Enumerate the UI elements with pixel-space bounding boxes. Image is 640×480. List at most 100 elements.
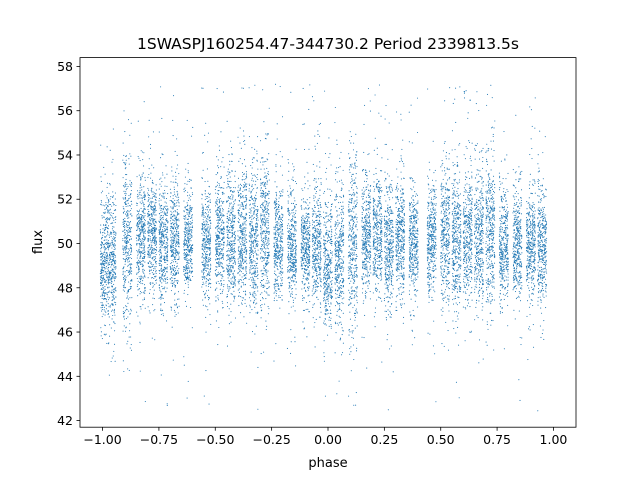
data-point — [249, 184, 250, 185]
data-point — [152, 234, 153, 235]
data-point — [264, 172, 265, 173]
data-point — [230, 261, 231, 262]
data-point — [202, 253, 203, 254]
data-point — [166, 202, 167, 203]
data-point — [112, 357, 113, 358]
data-point — [265, 241, 266, 242]
data-point — [148, 205, 149, 206]
data-point — [228, 267, 229, 268]
data-point — [218, 327, 219, 328]
data-point — [159, 198, 160, 199]
data-point — [101, 283, 102, 284]
data-point — [216, 226, 217, 227]
data-point — [242, 248, 243, 249]
data-point — [151, 245, 152, 246]
data-point — [189, 250, 190, 251]
data-point — [251, 215, 252, 216]
data-point — [257, 213, 258, 214]
data-point — [103, 288, 104, 289]
data-point — [189, 277, 190, 278]
data-point — [140, 253, 141, 254]
data-point — [238, 259, 239, 260]
data-point — [164, 302, 165, 303]
data-point — [113, 296, 114, 297]
data-point — [100, 273, 101, 274]
data-point — [148, 211, 149, 212]
data-point — [241, 246, 242, 247]
data-point — [106, 252, 107, 253]
data-point — [123, 208, 124, 209]
data-point — [160, 210, 161, 211]
data-point — [101, 305, 102, 306]
data-point — [113, 284, 114, 285]
data-point — [107, 256, 108, 257]
data-point — [239, 263, 240, 264]
data-point — [205, 256, 206, 257]
data-point — [160, 246, 161, 247]
data-point — [267, 212, 268, 213]
data-point — [149, 219, 150, 220]
data-point — [254, 203, 255, 204]
data-point — [151, 250, 152, 251]
data-point — [220, 198, 221, 199]
data-point — [156, 184, 157, 185]
data-point — [152, 247, 153, 248]
data-point — [208, 207, 209, 208]
data-point — [229, 288, 230, 289]
data-point — [101, 247, 102, 248]
data-point — [104, 314, 105, 315]
data-point — [175, 151, 176, 152]
data-point — [186, 230, 187, 231]
data-point — [167, 240, 168, 241]
data-point — [227, 265, 228, 266]
data-point — [229, 261, 230, 262]
data-point — [249, 188, 250, 189]
data-point — [172, 216, 173, 217]
data-point — [189, 270, 190, 271]
data-point — [122, 238, 123, 239]
data-point — [156, 210, 157, 211]
data-point — [142, 257, 143, 258]
data-point — [128, 229, 129, 230]
data-point — [103, 278, 104, 279]
data-point — [125, 305, 126, 306]
data-point — [165, 236, 166, 237]
data-point — [153, 196, 154, 197]
data-point — [231, 203, 232, 204]
data-point — [150, 270, 151, 271]
data-point — [241, 87, 242, 88]
data-point — [241, 253, 242, 254]
data-point — [244, 173, 245, 174]
data-point — [130, 347, 131, 348]
data-point — [187, 245, 188, 246]
data-point — [167, 288, 168, 289]
data-point — [136, 267, 137, 268]
data-point — [265, 270, 266, 271]
data-point — [136, 250, 137, 251]
data-point — [173, 198, 174, 199]
data-point — [221, 213, 222, 214]
data-point — [107, 242, 108, 243]
data-point — [153, 240, 154, 241]
data-point — [249, 263, 250, 264]
data-point — [191, 217, 192, 218]
data-point — [125, 331, 126, 332]
data-point — [217, 185, 218, 186]
data-point — [128, 253, 129, 254]
data-point — [223, 92, 224, 93]
data-point — [186, 256, 187, 257]
data-point — [102, 302, 103, 303]
data-point — [123, 285, 124, 286]
data-point — [210, 241, 211, 242]
data-point — [204, 238, 205, 239]
data-point — [253, 256, 254, 257]
data-point — [229, 308, 230, 309]
data-point — [115, 267, 116, 268]
data-point — [150, 219, 151, 220]
data-point — [192, 271, 193, 272]
data-point — [241, 241, 242, 242]
data-point — [255, 184, 256, 185]
data-point — [192, 194, 193, 195]
data-point — [125, 201, 126, 202]
data-point — [243, 209, 244, 210]
